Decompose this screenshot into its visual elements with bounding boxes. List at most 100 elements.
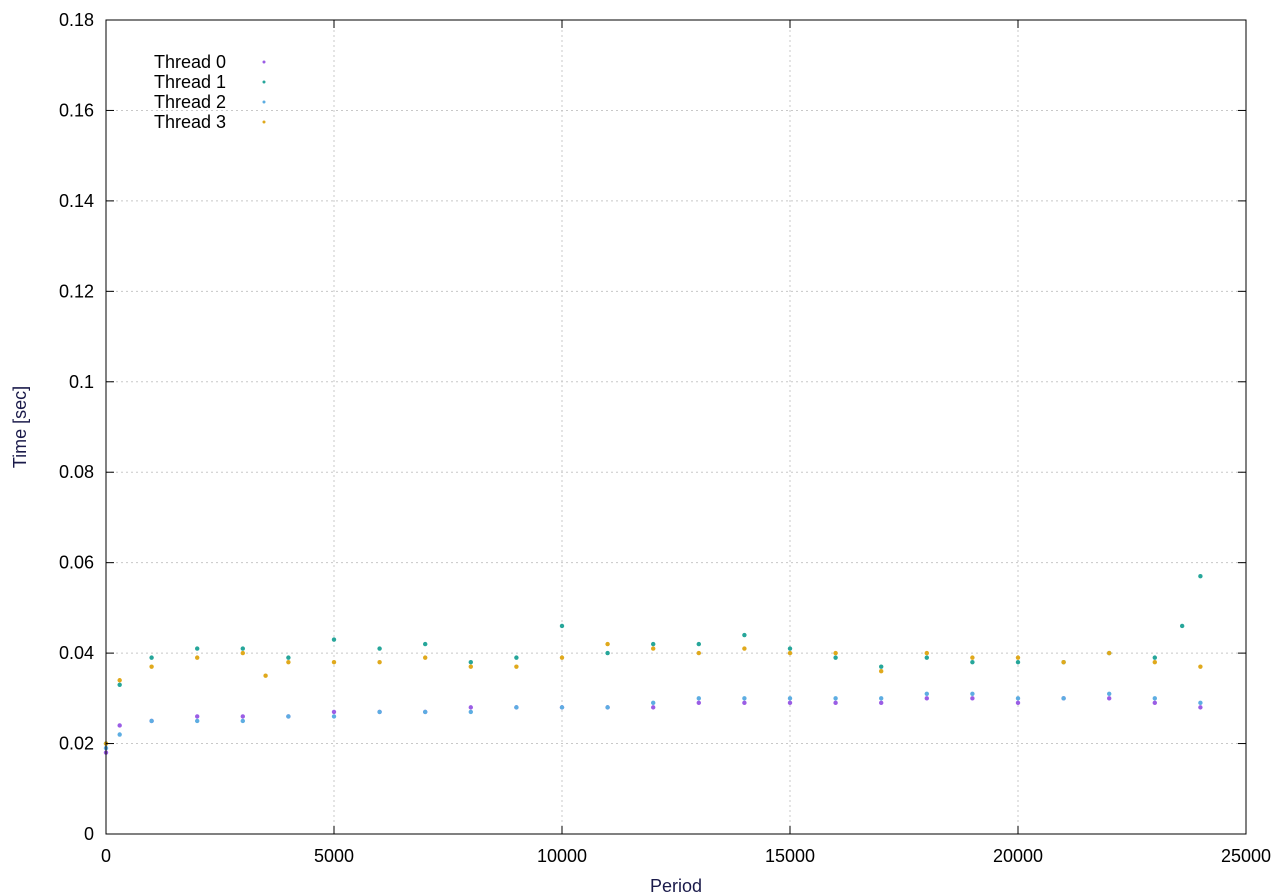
x-tick-label: 25000 [1221, 846, 1271, 866]
data-point [514, 705, 519, 710]
data-point [651, 646, 656, 651]
y-tick-label: 0.04 [59, 643, 94, 663]
x-axis-title: Period [650, 876, 702, 896]
data-point [696, 696, 701, 701]
data-point [1015, 655, 1021, 660]
data-point [1015, 696, 1021, 701]
data-point [331, 709, 337, 715]
data-point [423, 641, 428, 647]
data-point [117, 678, 122, 683]
legend-label: Thread 1 [154, 72, 226, 92]
data-point [833, 655, 838, 660]
data-points [103, 574, 1203, 755]
series-thread-3 [103, 641, 1203, 746]
data-point [468, 709, 473, 715]
legend-label: Thread 0 [154, 52, 226, 72]
series-thread-2 [103, 691, 1203, 751]
tick-labels: 0 5000 10000 15000 20000 25000 0 0.02 0.04 0.06 0.… [59, 10, 1271, 866]
data-point [924, 696, 929, 701]
data-point [696, 641, 701, 647]
data-point [1198, 574, 1203, 579]
data-point [651, 700, 656, 706]
x-tick-label: 10000 [537, 846, 587, 866]
data-point [970, 691, 975, 697]
data-point [787, 646, 793, 651]
data-point [970, 696, 975, 701]
legend-marker [262, 120, 266, 124]
data-point [1152, 700, 1158, 706]
data-point [286, 655, 291, 660]
data-point [331, 637, 337, 642]
data-point [833, 700, 838, 706]
x-tick-label: 15000 [765, 846, 815, 866]
data-point [879, 664, 884, 669]
data-point [149, 718, 154, 724]
data-point [651, 705, 656, 710]
data-point [117, 732, 122, 737]
data-point [286, 659, 291, 665]
legend-marker [262, 100, 266, 104]
data-point [468, 705, 473, 710]
legend-marker [262, 80, 266, 84]
data-point [514, 664, 519, 669]
data-point [1152, 659, 1158, 665]
data-point [1198, 705, 1203, 710]
data-point [149, 664, 154, 669]
data-point [1198, 700, 1203, 706]
x-tick-label: 0 [101, 846, 111, 866]
data-point [605, 705, 610, 710]
axis-ticks [105, 19, 1247, 835]
data-point [787, 650, 793, 656]
data-point [787, 700, 793, 706]
data-point [879, 669, 884, 674]
data-point [117, 682, 122, 687]
data-point [559, 705, 565, 710]
data-point [514, 655, 519, 660]
y-tick-label: 0.02 [59, 734, 94, 754]
legend-label: Thread 3 [154, 112, 226, 132]
grid-lines [106, 20, 1246, 834]
data-point [605, 641, 610, 647]
data-point [696, 650, 701, 656]
x-tick-label: 5000 [314, 846, 354, 866]
data-point [742, 632, 747, 638]
data-point [240, 718, 245, 724]
data-point [377, 659, 382, 665]
y-tick-label: 0.1 [69, 372, 94, 392]
legend-label: Thread 2 [154, 92, 226, 112]
data-point [468, 659, 473, 665]
y-tick-label: 0.06 [59, 553, 94, 573]
data-point [970, 659, 975, 665]
x-tick-label: 20000 [993, 846, 1043, 866]
data-point [1061, 696, 1066, 701]
data-point [263, 673, 268, 678]
data-point [787, 696, 793, 701]
y-axis-title: Time [sec] [10, 386, 30, 468]
data-point [924, 655, 929, 660]
data-point [742, 700, 747, 706]
data-point [195, 718, 200, 724]
data-point [879, 700, 884, 706]
data-point [605, 650, 610, 656]
plot-frame [105, 19, 1247, 835]
series-thread-1 [103, 574, 1203, 746]
data-point [970, 655, 975, 660]
data-point [195, 646, 200, 651]
data-point [1107, 650, 1112, 656]
data-point [423, 655, 428, 660]
data-point [1179, 623, 1185, 629]
data-point [240, 714, 245, 719]
data-point [833, 696, 838, 701]
data-point [1198, 664, 1203, 669]
legend-marker [262, 60, 266, 64]
data-point [1015, 659, 1021, 665]
data-point [924, 650, 929, 656]
data-point [1152, 655, 1158, 660]
data-point [1152, 696, 1158, 701]
data-point [331, 659, 337, 665]
data-point [195, 655, 200, 660]
data-point [1107, 696, 1112, 701]
data-point [117, 723, 122, 728]
